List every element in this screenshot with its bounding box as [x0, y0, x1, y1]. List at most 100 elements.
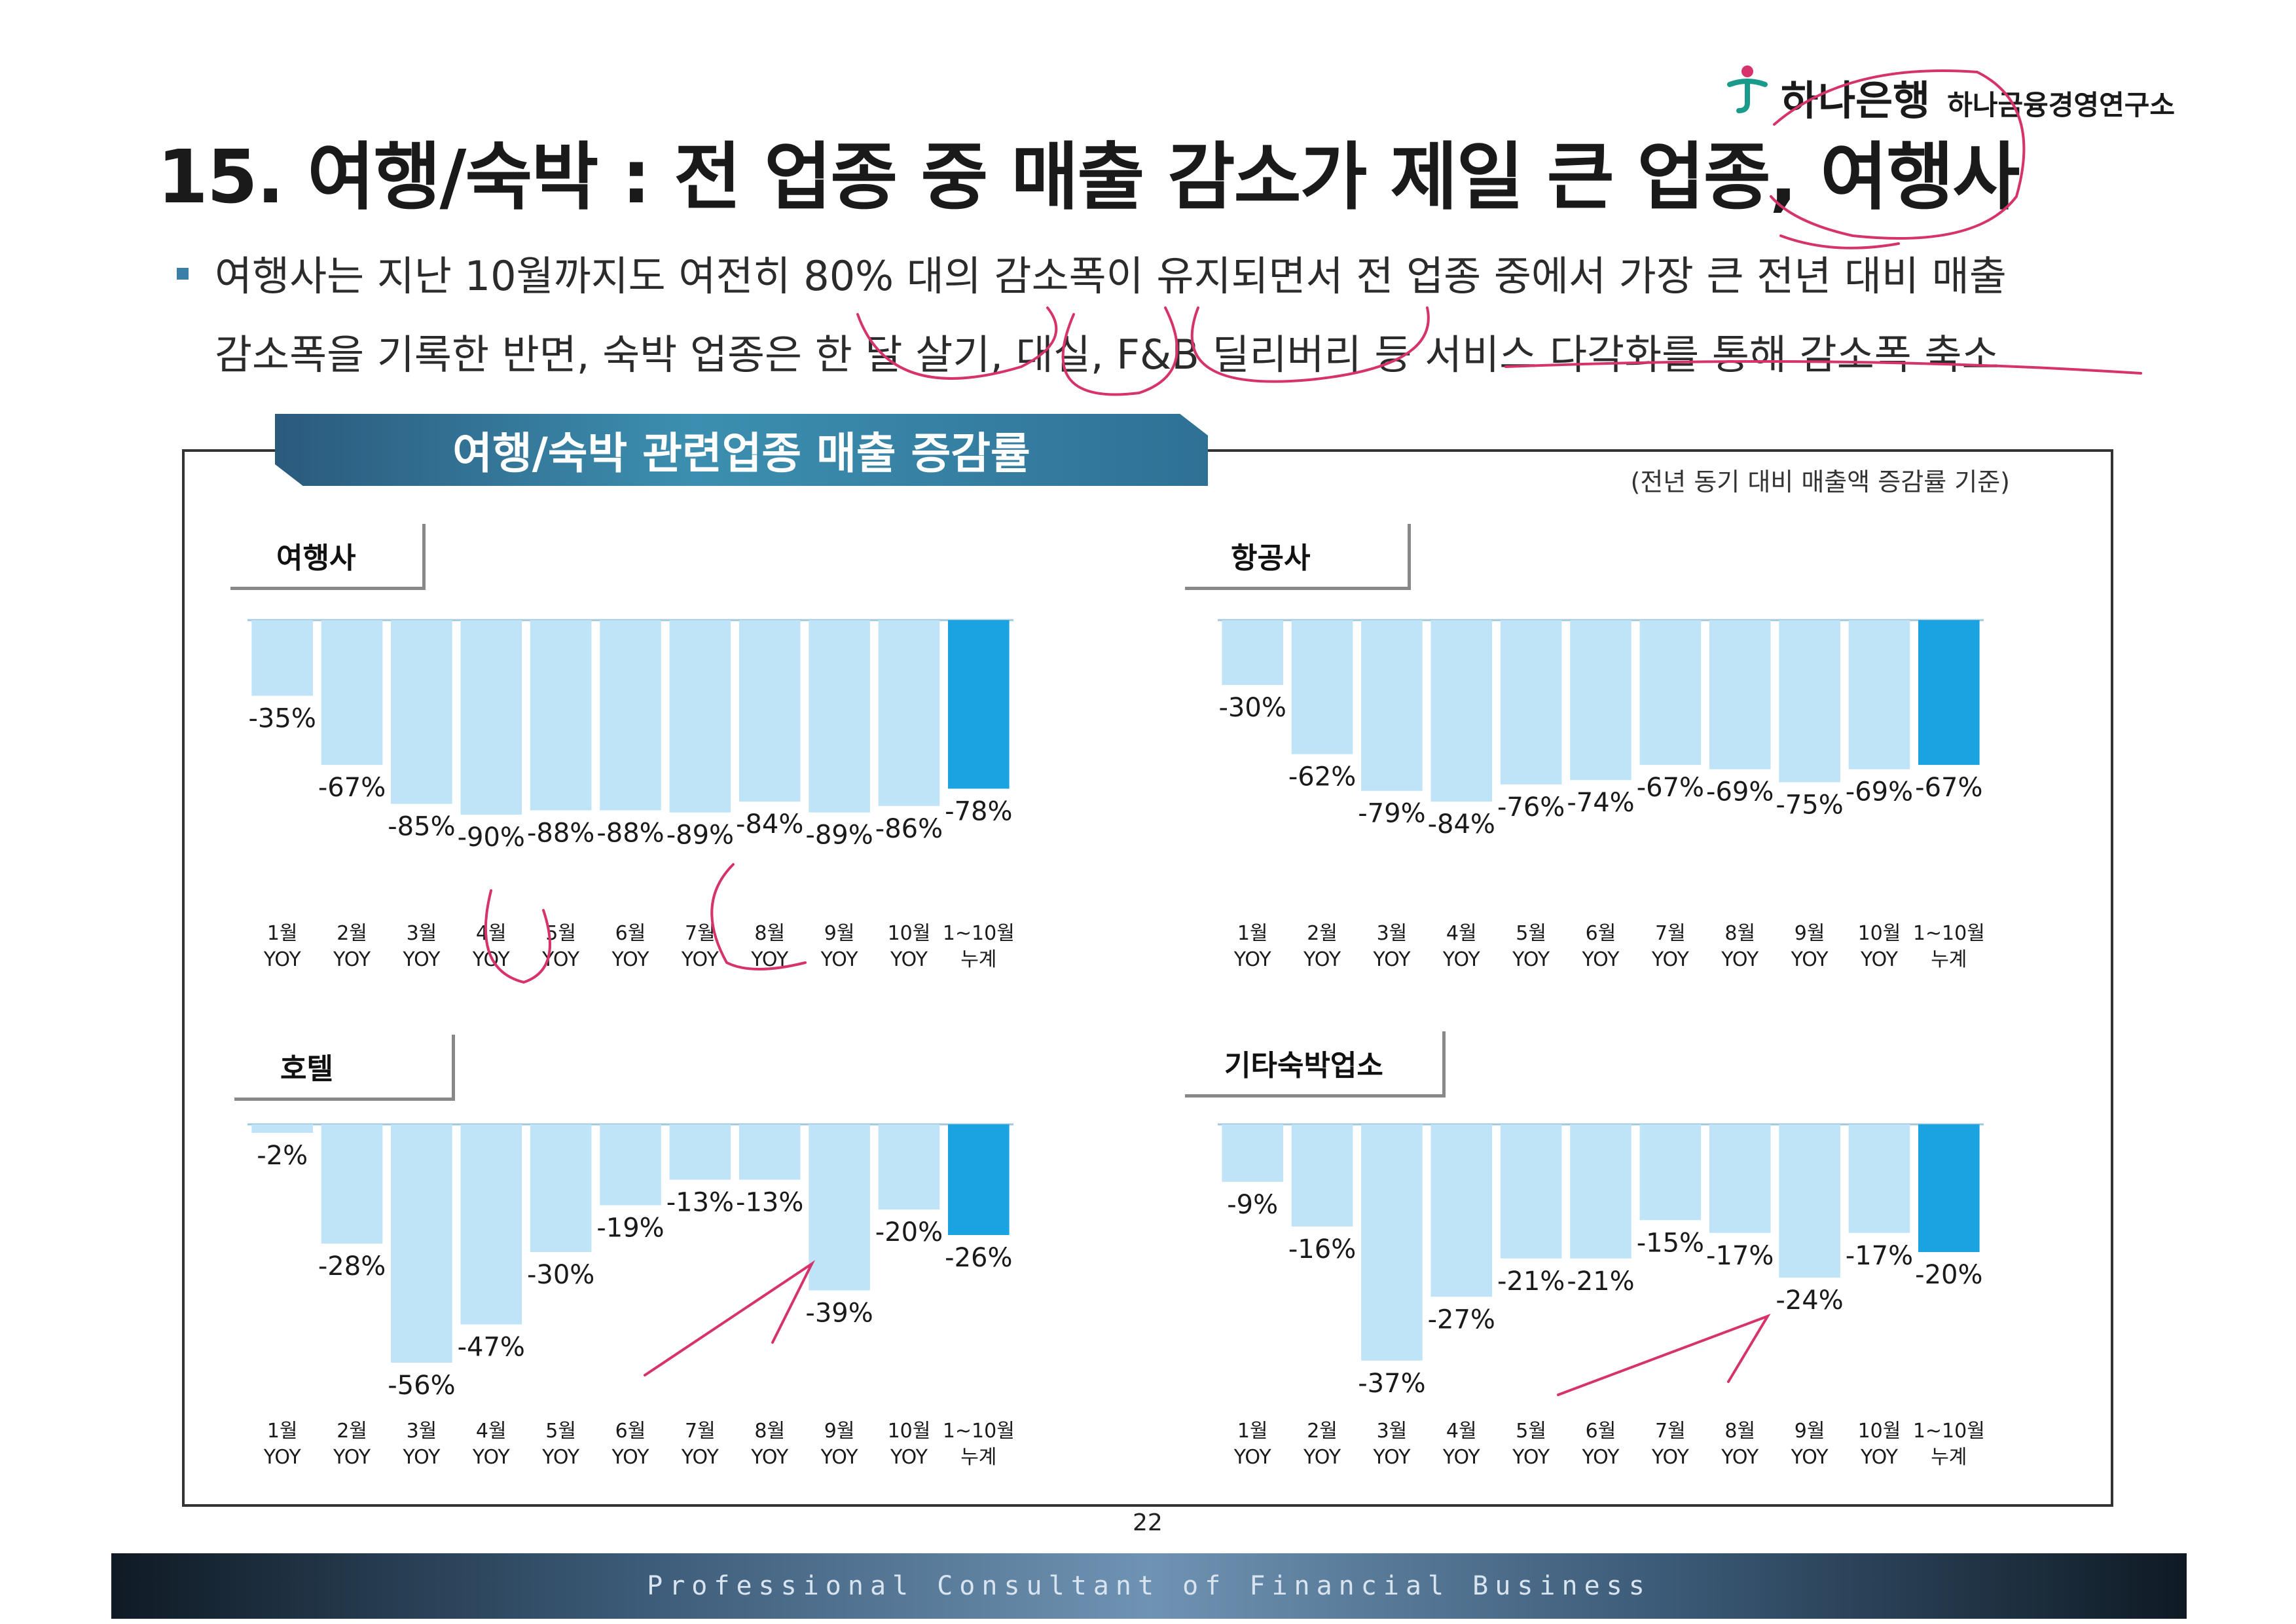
category-sublabel-9: YOY	[820, 948, 859, 971]
summary-line-2: 감소폭을 기록한 반면, 숙박 업종은 한 달 살기, 대실, F&B 딜리버리…	[215, 331, 1999, 378]
value-label-11: -78%	[945, 796, 1012, 826]
bar-5	[1500, 1124, 1562, 1259]
value-label-11: -26%	[945, 1243, 1012, 1273]
category-sublabel-2: YOY	[333, 948, 371, 971]
bar-6	[1570, 1124, 1631, 1259]
value-label-7: -15%	[1637, 1228, 1704, 1258]
category-sublabel-6: YOY	[611, 1446, 650, 1469]
category-sublabel-4: YOY	[1442, 1446, 1481, 1469]
category-sublabel-9: YOY	[1791, 1446, 1829, 1469]
bar-11	[1918, 1124, 1980, 1252]
category-label-6: 6월	[615, 922, 646, 945]
bar-3	[1361, 1124, 1423, 1361]
value-label-8: -69%	[1706, 777, 1774, 807]
category-sublabel-7: YOY	[1651, 948, 1690, 971]
value-label-9: -89%	[805, 821, 873, 851]
category-label-9: 9월	[1795, 1420, 1825, 1443]
category-sublabel-2: YOY	[333, 1446, 371, 1469]
value-label-11: -67%	[1915, 773, 1982, 803]
category-label-2: 2월	[1307, 1420, 1338, 1443]
bar-9	[1779, 1124, 1840, 1278]
category-sublabel-2: YOY	[1303, 948, 1341, 971]
category-label-3: 3월	[407, 1420, 437, 1443]
category-sublabel-7: YOY	[681, 948, 720, 971]
category-label-5: 5월	[545, 1420, 576, 1443]
category-sublabel-3: YOY	[1372, 1446, 1411, 1469]
category-label-7: 7월	[1655, 1420, 1686, 1443]
category-sublabel-3: YOY	[402, 1446, 441, 1469]
institute-name: 하나금융경영연구소	[1947, 89, 2175, 121]
value-label-3: -79%	[1358, 799, 1425, 829]
category-label-3: 3월	[1377, 1420, 1408, 1443]
value-label-2: -28%	[318, 1251, 386, 1282]
category-label-7: 7월	[685, 1420, 716, 1443]
category-sublabel-4: YOY	[1442, 948, 1481, 971]
bar-2	[321, 1124, 383, 1244]
value-label-2: -62%	[1288, 762, 1356, 792]
value-label-7: -13%	[666, 1188, 734, 1218]
value-label-7: -89%	[666, 821, 734, 851]
footer-text: Professional Consultant of Financial Bus…	[647, 1571, 1651, 1601]
category-label-6: 6월	[1586, 922, 1616, 945]
bar-10	[878, 1124, 940, 1209]
category-label-7: 7월	[1655, 922, 1686, 945]
category-sublabel-5: YOY	[541, 1446, 580, 1469]
category-label-5: 5월	[1516, 922, 1546, 945]
category-label-7: 7월	[685, 922, 716, 945]
bar-1	[251, 620, 313, 696]
category-sublabel-10: YOY	[1860, 1446, 1899, 1469]
value-label-6: -88%	[596, 818, 664, 848]
value-label-5: -76%	[1497, 792, 1565, 822]
category-sublabel-8: YOY	[750, 1446, 789, 1469]
bar-11	[948, 1124, 1010, 1235]
bar-8	[1709, 620, 1771, 769]
bar-9	[1779, 620, 1840, 783]
category-sublabel-1: YOY	[263, 1446, 302, 1469]
category-sublabel-1: YOY	[1233, 1446, 1272, 1469]
category-sublabel-4: YOY	[472, 1446, 511, 1469]
category-sublabel-11: 누계	[1931, 1446, 1967, 1469]
bar-2	[321, 620, 383, 766]
footer-bar: Professional Consultant of Financial Bus…	[111, 1553, 2187, 1619]
value-label-6: -74%	[1567, 788, 1634, 818]
value-label-6: -19%	[596, 1213, 664, 1244]
category-label-3: 3월	[407, 922, 437, 945]
category-label-8: 8월	[1724, 922, 1755, 945]
bar-3	[391, 620, 452, 804]
chart-airline: -30% 1월 YOY -62% 2월 YOY -79% 3월 YOY -84% 4월 YOY -76%…	[1218, 619, 1985, 971]
category-label-2: 2월	[1307, 922, 1338, 945]
bar-6	[600, 1124, 661, 1206]
value-label-8: -13%	[736, 1188, 803, 1218]
value-label-8: -84%	[736, 809, 803, 840]
category-label-9: 9월	[824, 1420, 855, 1443]
category-sublabel-3: YOY	[1372, 948, 1411, 971]
category-sublabel-1: YOY	[1233, 948, 1272, 971]
category-label-1: 1월	[267, 1420, 298, 1443]
category-label-8: 8월	[1724, 1420, 1755, 1443]
value-label-5: -21%	[1497, 1266, 1565, 1297]
bar-1	[1222, 620, 1283, 685]
value-label-4: -90%	[458, 822, 525, 853]
category-label-10: 10월	[888, 1420, 931, 1443]
chart-hotel: -2% 1월 YOY -28% 2월 YOY -56% 3월 YOY -47% 4월 YOY -30% 5…	[247, 1123, 1015, 1469]
chart-travel-agency: -35% 1월 YOY -67% 2월 YOY -85% 3월 YOY -90% 4월 YOY -88%…	[247, 619, 1015, 971]
category-label-2: 2월	[337, 1420, 367, 1443]
category-label-10: 10월	[888, 922, 931, 945]
panel-label-hotel: 호텔	[234, 1035, 455, 1101]
value-label-1: -9%	[1227, 1190, 1278, 1220]
category-label-9: 9월	[824, 922, 855, 945]
bar-8	[738, 620, 801, 802]
category-label-4: 4월	[1446, 1420, 1477, 1443]
value-label-8: -17%	[1706, 1241, 1774, 1271]
value-label-6: -21%	[1567, 1266, 1634, 1297]
category-sublabel-9: YOY	[820, 1446, 859, 1469]
bar-4	[460, 620, 522, 815]
category-sublabel-6: YOY	[1582, 948, 1620, 971]
bar-5	[530, 1124, 592, 1252]
value-label-5: -88%	[527, 818, 594, 848]
bar-6	[600, 620, 661, 811]
category-sublabel-8: YOY	[1721, 948, 1759, 971]
category-sublabel-2: YOY	[1303, 1446, 1341, 1469]
bar-9	[809, 620, 870, 813]
category-label-5: 5월	[545, 922, 576, 945]
